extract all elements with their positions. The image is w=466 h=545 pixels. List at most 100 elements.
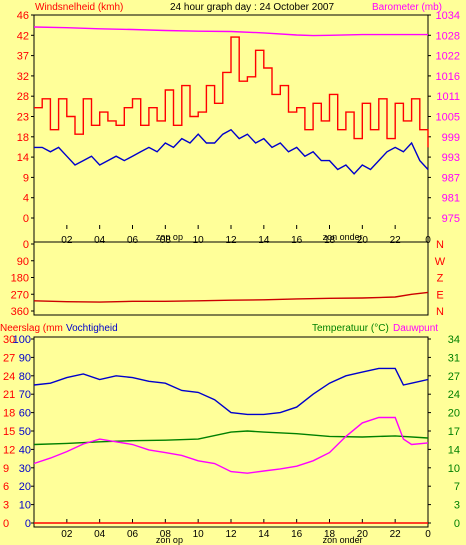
humidity-axis-tick-label: 40 — [19, 444, 31, 456]
rain-axis-tick-label: 30 — [3, 334, 15, 346]
humidity-axis-tick-label: 50 — [19, 426, 31, 438]
wind-axis-tick-label: 46 — [17, 10, 29, 22]
compass-label: E — [436, 289, 443, 301]
temperature-axis-tick-label: 17 — [448, 426, 460, 438]
panel3-x-tick-label: 22 — [390, 529, 402, 540]
direction-axis-tick-label: 0 — [23, 239, 29, 251]
panel3-x-tick-label: 02 — [61, 529, 73, 540]
panel1-x-tick-label: 10 — [193, 235, 205, 246]
wind-direction-series — [33, 291, 429, 303]
panel3-x-tick-label: 08 — [160, 529, 172, 540]
panel1-x-tick-label: 08 — [160, 235, 172, 246]
wind-axis-tick-label: 0 — [23, 213, 29, 225]
baro-axis-tick-label: 1011 — [436, 91, 460, 103]
humidity-axis-tick-label: 30 — [19, 463, 31, 475]
rain-axis-tick-label: 15 — [3, 426, 15, 438]
compass-label: W — [435, 256, 446, 268]
panel3-x-tick-label: 14 — [258, 529, 270, 540]
rain-axis-tick-label: 9 — [3, 463, 9, 475]
rain-axis-tick-label: 18 — [3, 408, 15, 420]
rain-axis-tick-label: 27 — [3, 352, 15, 364]
wind-axis-tick-label: 18 — [17, 132, 29, 144]
humidity-axis-tick-label: 100 — [13, 334, 31, 346]
sun-annotation: zon onder — [323, 232, 363, 242]
direction-axis-tick-label: 90 — [17, 256, 29, 268]
panel1-x-tick-label: 06 — [127, 235, 139, 246]
panel3-x-tick-label: 20 — [357, 529, 369, 540]
temperature-axis-tick-label: 31 — [448, 352, 460, 364]
baro-axis-tick-label: 1028 — [436, 30, 460, 42]
panel3-x-tick-label: 16 — [291, 529, 303, 540]
baro-axis-tick-label: 1005 — [436, 112, 460, 124]
wind-speed-series — [34, 36, 429, 148]
wind-axis-label: Windsnelheid (kmh) — [35, 2, 123, 13]
wind-axis-tick-label: 14 — [17, 152, 29, 164]
humidity-axis-label: Vochtigheid — [66, 323, 118, 334]
wind-axis-tick-label: 23 — [17, 112, 29, 124]
temperature-axis-tick-label: 24 — [448, 389, 460, 401]
wind-axis-tick-label: 37 — [17, 51, 29, 63]
panel3-x-tick-label: 10 — [193, 529, 205, 540]
baro-axis-tick-label: 1034 — [436, 10, 460, 22]
temperature-axis-tick-label: 7 — [454, 481, 460, 493]
wind-axis-tick-label: 4 — [23, 193, 29, 205]
temperature-axis-tick-label: 0 — [454, 518, 460, 530]
temperature-axis-tick-label: 14 — [448, 444, 460, 456]
panel1-x-tick-label: 16 — [291, 235, 303, 246]
compass-label: Z — [437, 273, 444, 285]
temperature-axis-tick-label: 27 — [448, 371, 460, 383]
temperature-axis-tick-label: 10 — [448, 463, 460, 475]
panel1-x-tick-label: 18 — [324, 235, 336, 246]
panel1-x-tick-label: 12 — [225, 235, 237, 246]
baro-axis-tick-label: 975 — [442, 213, 460, 225]
direction-axis-tick-label: 180 — [11, 273, 29, 285]
baro-axis-tick-label: 993 — [442, 152, 460, 164]
panel1-x-tick-label: 20 — [357, 235, 369, 246]
direction-axis-tick-label: 360 — [11, 306, 29, 318]
panel3-x-tick-label: 04 — [94, 529, 106, 540]
humidity-axis-tick-label: 10 — [19, 500, 31, 512]
chart-marks: 0491418232832374246975981987993999100510… — [3, 10, 460, 545]
temperature-axis-tick-label: 3 — [454, 500, 460, 512]
dewpoint-axis-label: Dauwpunt — [393, 323, 438, 334]
wind-average-series — [34, 128, 429, 175]
sun-annotation: zon op — [156, 232, 183, 242]
humidity-axis-tick-label: 60 — [19, 408, 31, 420]
panel3-x-tick-label: 06 — [127, 529, 139, 540]
temperature-axis-tick-label: 34 — [448, 334, 460, 346]
rain-axis-tick-label: 6 — [3, 481, 9, 493]
baro-axis-tick-label: 981 — [442, 193, 460, 205]
rain-axis-tick-label: 3 — [3, 500, 9, 512]
compass-label: N — [436, 306, 444, 318]
panel3-x-tick-label: 12 — [225, 529, 237, 540]
wind-axis-tick-label: 9 — [23, 172, 29, 184]
direction-axis-tick-label: 270 — [11, 289, 29, 301]
panel1-x-tick-label: 04 — [94, 235, 106, 246]
wind-axis-tick-label: 28 — [17, 91, 29, 103]
panel1-x-tick-label: 14 — [258, 235, 270, 246]
temperature-series — [33, 430, 429, 446]
humidity-axis-tick-label: 0 — [25, 518, 31, 530]
baro-axis-tick-label: 987 — [442, 172, 460, 184]
rain-axis-tick-label: 12 — [3, 444, 15, 456]
barometer-series — [33, 26, 428, 37]
wind-axis-tick-label: 32 — [17, 71, 29, 83]
sun-annotation: zon onder — [323, 535, 363, 545]
baro-axis-tick-label: 1016 — [436, 71, 460, 83]
rain-axis-tick-label: 24 — [3, 371, 15, 383]
sun-annotation: zon op — [156, 535, 183, 545]
baro-axis-tick-label: 1022 — [436, 51, 460, 63]
panel3-x-tick-label: 18 — [324, 529, 336, 540]
temperature-axis-tick-label: 20 — [448, 408, 460, 420]
humidity-axis-tick-label: 90 — [19, 352, 31, 364]
panel1-x-tick-label: 02 — [61, 235, 73, 246]
panel3-x-tick-label: 0 — [425, 529, 431, 540]
panel1-x-tick-label: 0 — [425, 235, 431, 246]
panel1-x-tick-label: 22 — [390, 235, 402, 246]
chart-title: 24 hour graph day : 24 October 2007 — [170, 2, 334, 13]
humidity-axis-tick-label: 20 — [19, 481, 31, 493]
wind-axis-tick-label: 42 — [17, 30, 29, 42]
rain-axis-label: Neerslag (mm — [0, 323, 63, 334]
baro-axis-label: Barometer (mb) — [372, 2, 442, 13]
